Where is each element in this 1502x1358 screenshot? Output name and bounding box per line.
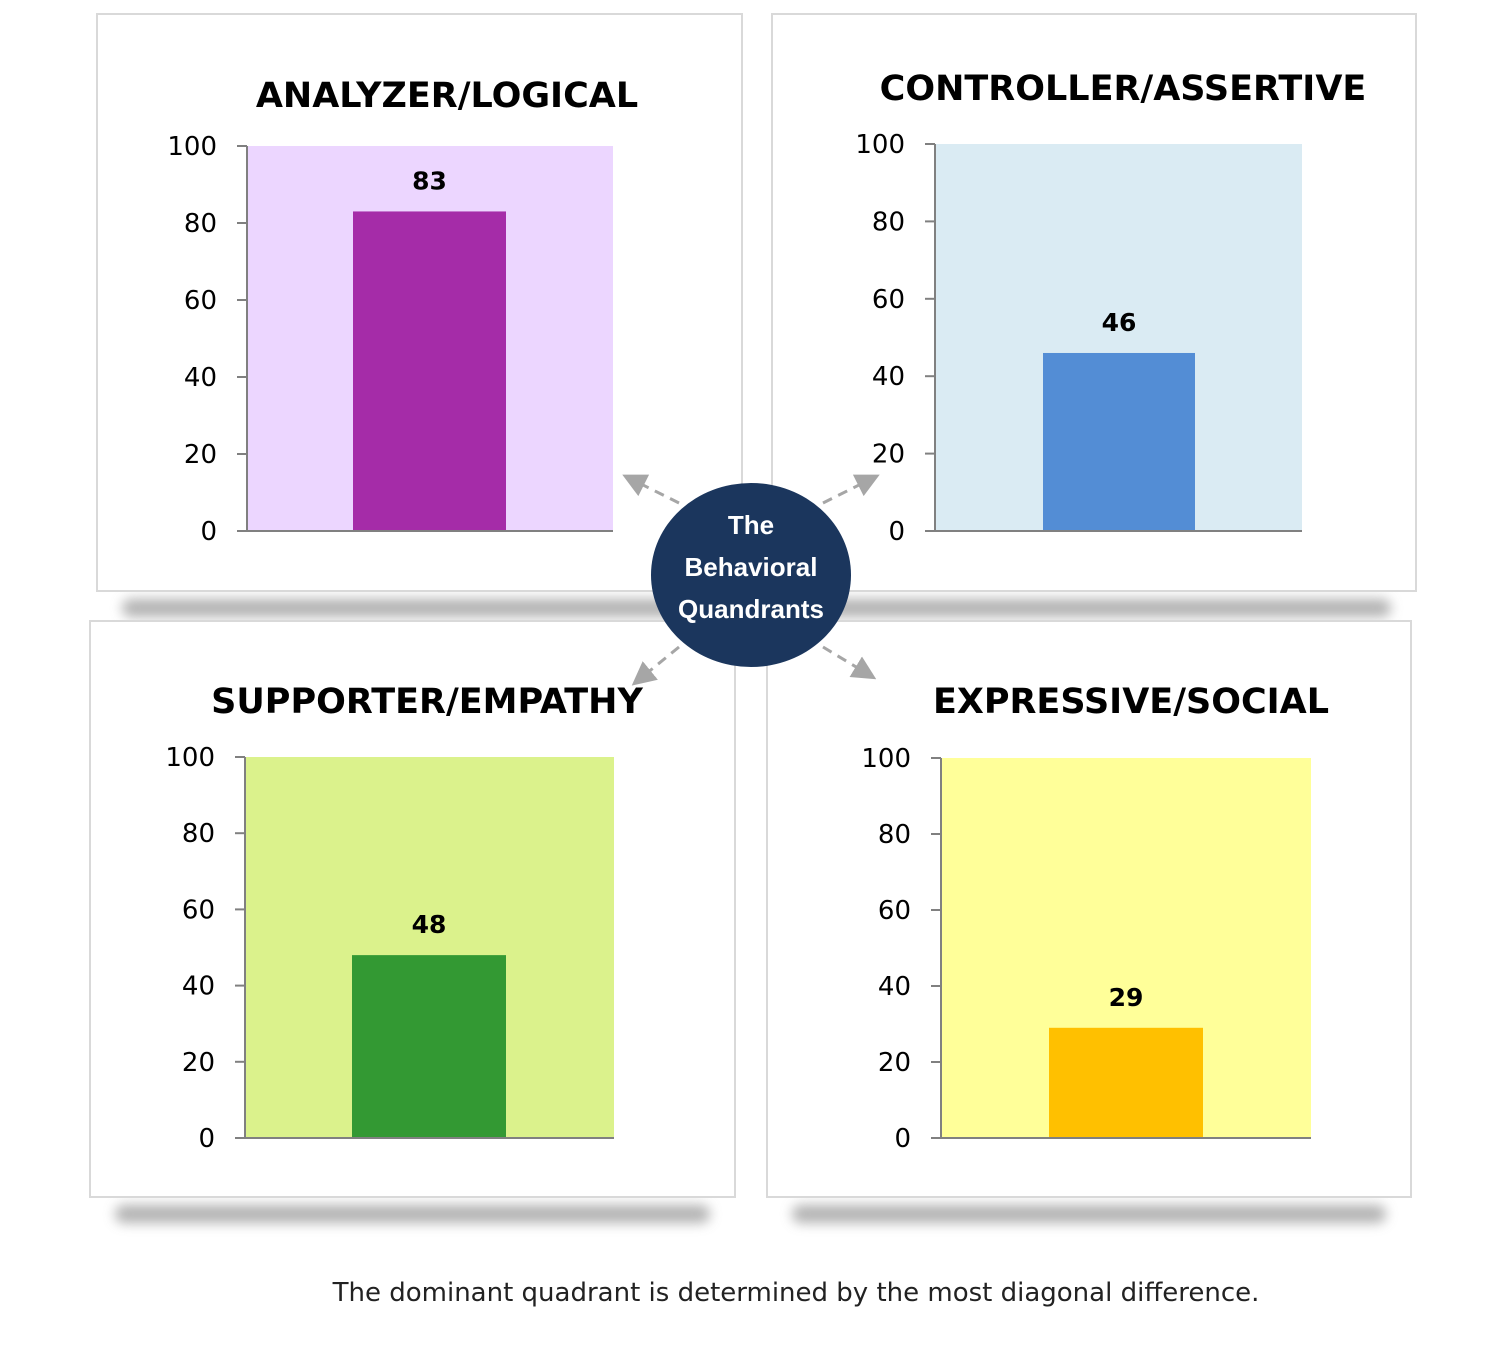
y-tick-label: 40 [878, 972, 911, 1002]
y-tick-label: 80 [878, 820, 911, 850]
center-circle [651, 483, 851, 667]
y-tick-label: 20 [182, 1048, 215, 1078]
y-tick-label: 60 [184, 286, 217, 316]
panel-shadow [792, 1205, 1386, 1223]
y-tick-label: 20 [184, 440, 217, 470]
y-tick-label: 0 [894, 1124, 911, 1154]
y-tick-label: 80 [184, 209, 217, 239]
y-tick-label: 0 [200, 517, 217, 547]
y-tick-label: 20 [872, 440, 905, 470]
chart-title: SUPPORTER/EMPATHY [211, 682, 643, 722]
y-tick-label: 40 [184, 363, 217, 393]
y-tick-label: 40 [182, 972, 215, 1002]
y-tick-label: 0 [888, 517, 905, 547]
y-tick-label: 80 [872, 207, 905, 237]
data-label: 48 [412, 910, 447, 939]
chart-title: ANALYZER/LOGICAL [256, 76, 638, 116]
dashed-arrow [622, 474, 680, 505]
y-tick-label: 20 [878, 1048, 911, 1078]
bar [352, 955, 506, 1138]
chart-title: EXPRESSIVE/SOCIAL [933, 682, 1329, 722]
dashed-arrow [631, 645, 680, 686]
quadrant-panel: EXPRESSIVE/SOCIAL 29 0 20 40 60 80 100 [766, 620, 1412, 1223]
dashed-arrow [822, 645, 877, 680]
center-label-line: Behavioral [685, 552, 818, 582]
y-tick-label: 40 [872, 362, 905, 392]
chart-title: CONTROLLER/ASSERTIVE [880, 69, 1367, 109]
dashed-arrow [822, 474, 880, 505]
y-tick-label: 60 [182, 895, 215, 925]
y-tick-label: 100 [855, 130, 905, 160]
y-tick-label: 60 [872, 285, 905, 315]
y-tick-label: 100 [167, 132, 217, 162]
data-label: 83 [412, 166, 447, 195]
panel-shadow [115, 1205, 710, 1223]
y-tick-label: 100 [861, 744, 911, 774]
y-tick-label: 0 [198, 1124, 215, 1154]
data-label: 29 [1109, 983, 1144, 1012]
center-label-line: Quandrants [678, 594, 824, 624]
y-tick-label: 60 [878, 896, 911, 926]
bar [1049, 1027, 1203, 1138]
quadrant-panel: SUPPORTER/EMPATHY 48 0 20 40 60 80 100 [89, 620, 736, 1223]
data-label: 46 [1102, 308, 1137, 337]
y-tick-label: 100 [165, 743, 215, 773]
quadrant-panel: CONTROLLER/ASSERTIVE 46 0 20 40 60 80 100 [771, 13, 1417, 617]
panel-shadow [797, 599, 1391, 617]
center-label-line: The [728, 510, 774, 540]
y-tick-label: 80 [182, 819, 215, 849]
bar [1043, 352, 1195, 531]
panel-shadow [122, 599, 717, 617]
caption: The dominant quadrant is determined by t… [332, 1278, 1260, 1308]
bar [353, 211, 506, 531]
quadrant-panel: ANALYZER/LOGICAL 83 0 20 40 60 80 100 [96, 13, 743, 617]
